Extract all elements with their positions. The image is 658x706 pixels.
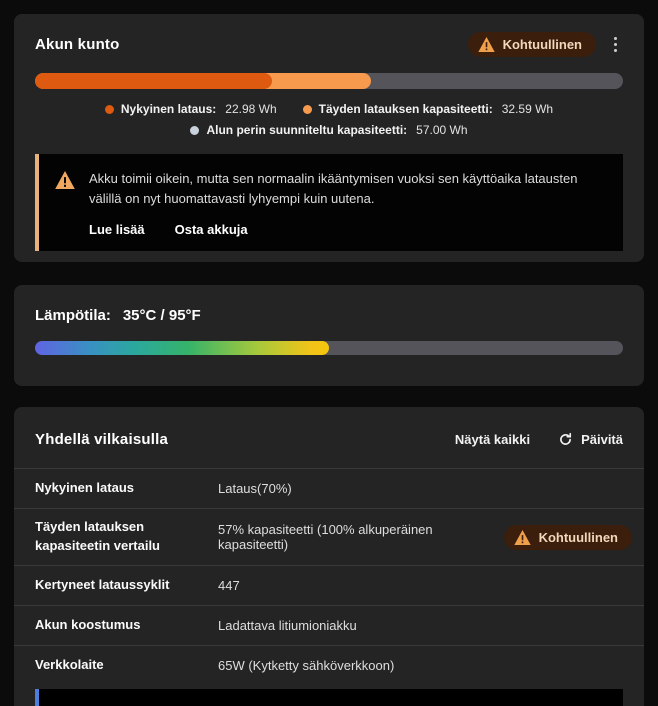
capacity-bar-current — [35, 73, 272, 89]
refresh-button[interactable]: Päivitä — [558, 432, 623, 447]
learn-more-link[interactable]: Lue lisää — [89, 222, 145, 238]
legend-current-charge: Nykyinen lataus: 22.98 Wh — [104, 102, 277, 116]
table-row-current-charge: Nykyinen lataus Lataus(70%) — [14, 468, 644, 508]
temperature-label: Lämpötila: — [35, 307, 111, 324]
buy-battery-link[interactable]: Osta akkuja — [174, 222, 248, 238]
temperature-bar-fill — [35, 341, 329, 355]
legend-dot-full — [302, 104, 312, 114]
warning-icon — [513, 529, 531, 545]
temperature-value: 35°C / 95°F — [122, 307, 201, 324]
legend-dot-current — [104, 104, 114, 114]
legend-full-capacity: Täyden latauksen kapasiteetti: 32.59 Wh — [302, 102, 553, 116]
battery-health-card: Akun kunto Kohtuullinen Nykyinen lataus:… — [14, 14, 644, 262]
warning-icon — [477, 37, 495, 52]
at-a-glance-card: Yhdellä vilkaisulla Näytä kaikki Päivitä… — [14, 407, 644, 706]
capacity-bar — [35, 73, 623, 89]
battery-health-header: Akun kunto Kohtuullinen — [35, 32, 623, 57]
page-title: Akun kunto — [35, 36, 120, 53]
refresh-icon — [560, 432, 572, 445]
legend-design-capacity: Alun perin suunniteltu kapasiteetti: 57.… — [190, 123, 468, 137]
kebab-menu-icon[interactable] — [608, 33, 623, 56]
status-badge-label: Kohtuullinen — [502, 37, 582, 52]
table-row-battery-composition: Akun koostumus Ladattava litiumioniakku — [14, 605, 644, 645]
temperature-bar — [35, 341, 623, 355]
status-badge-label: Kohtuullinen — [538, 529, 618, 545]
legend-dot-design — [190, 125, 200, 135]
battery-warning-box: Akku toimii oikein, mutta sen normaalin … — [35, 154, 623, 252]
warning-icon — [55, 171, 75, 189]
table-row-capacity-comparison: Täyden latauksen kapasiteetin vertailu 5… — [14, 508, 644, 565]
warning-message: Akku toimii oikein, mutta sen normaalin … — [89, 171, 578, 207]
info-box-bottom — [35, 689, 623, 706]
table-row-charge-cycles: Kertyneet lataussyklit 447 — [14, 565, 644, 605]
status-badge[interactable]: Kohtuullinen — [503, 524, 632, 550]
table-row-ac-adapter: Verkkolaite 65W (Kytketty sähköverkkoon) — [14, 645, 644, 685]
capacity-legend: Nykyinen lataus: 22.98 Wh Täyden latauks… — [35, 102, 623, 137]
temperature-card: Lämpötila: 35°C / 95°F — [14, 285, 644, 386]
glance-title: Yhdellä vilkaisulla — [35, 431, 169, 448]
show-all-button[interactable]: Näytä kaikki — [454, 432, 531, 447]
status-badge[interactable]: Kohtuullinen — [467, 32, 596, 57]
